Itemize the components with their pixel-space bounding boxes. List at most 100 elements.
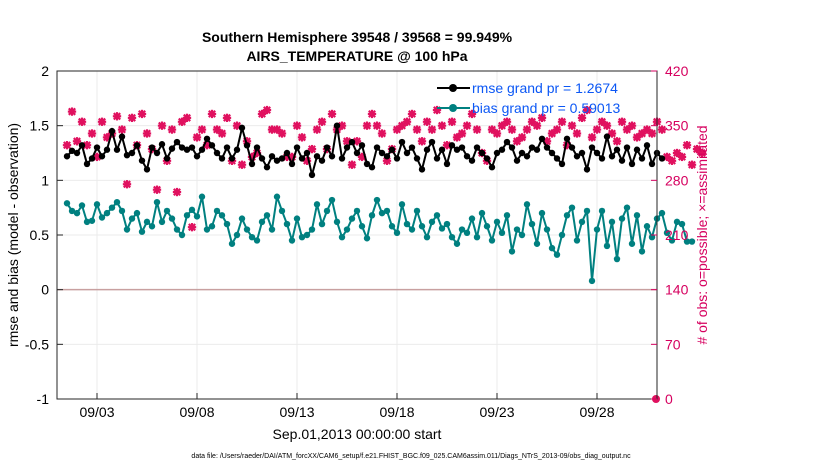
y2-tick-label: 350: [665, 118, 689, 134]
bias-point: [558, 231, 566, 239]
obs-assimilated-marker: [157, 121, 167, 130]
rmse-point: [553, 155, 561, 162]
obs-assimilated-marker: [207, 109, 217, 119]
obs-assimilated-marker: [262, 105, 272, 115]
rmse-point: [288, 160, 296, 168]
obs-assimilated-marker: [152, 185, 162, 194]
rmse-point: [183, 146, 191, 153]
rmse-point: [68, 147, 76, 155]
rmse-point: [618, 157, 626, 164]
legend-rmse-marker: [449, 84, 457, 92]
bias-point: [78, 202, 86, 209]
bias-point: [398, 201, 406, 208]
bias-point: [658, 209, 666, 217]
obs-assimilated-marker: [187, 223, 197, 232]
obs-assimilated-marker: [522, 125, 532, 134]
rmse-point: [438, 146, 446, 153]
rmse-point: [353, 149, 361, 157]
rmse-point: [593, 149, 601, 157]
obs-assimilated-marker: [587, 133, 597, 142]
rmse-point: [373, 144, 381, 151]
obs-assimilated-marker: [537, 113, 547, 123]
bias-point: [458, 226, 466, 233]
rmse-point: [458, 144, 466, 151]
obs-assimilated-marker: [467, 109, 477, 119]
obs-assimilated-marker: [552, 125, 562, 134]
footer-data-file: data file: /Users/raeder/DAI/ATM_forcXX/…: [191, 453, 631, 460]
rmse-point: [478, 149, 486, 157]
bias-point: [323, 207, 331, 215]
bias-point: [343, 226, 351, 233]
bias-point: [228, 240, 236, 247]
rmse-point: [203, 135, 211, 142]
obs-assimilated-marker: [67, 107, 77, 116]
x-tick-label: 09/08: [179, 404, 214, 420]
obs-assimilated-marker: [372, 121, 382, 130]
bias-point: [288, 237, 296, 244]
bias-point: [88, 217, 96, 224]
bias-point: [138, 228, 146, 235]
obs-assimilated-marker: [487, 125, 497, 134]
rmse-point: [133, 142, 141, 149]
obs-assimilated-marker: [407, 109, 417, 119]
obs-assimilated-marker: [367, 109, 377, 119]
legend-bias-label: bias grand pr = 0.59013: [472, 100, 620, 116]
bias-point: [603, 242, 611, 250]
rmse-point: [73, 149, 81, 157]
chart-title-line-2: AIRS_TEMPERATURE @ 100 hPa: [246, 48, 467, 64]
rmse-point: [453, 146, 461, 153]
bias-point: [638, 248, 646, 255]
bias-point: [443, 220, 451, 228]
bias-point: [208, 223, 216, 230]
bias-point: [508, 248, 516, 255]
bias-point: [318, 220, 326, 228]
rmse-point: [313, 153, 321, 160]
obs-assimilated-marker: [557, 117, 567, 126]
rmse-point: [523, 153, 531, 160]
rmse-point: [178, 144, 186, 151]
obs-assimilated-marker: [687, 160, 697, 169]
obs-assimilated-marker: [317, 117, 327, 126]
legend-rmse-label: rmse grand pr = 1.2674: [472, 80, 618, 96]
rmse-point: [228, 155, 236, 162]
rmse-point: [223, 144, 231, 151]
y2-tick-label: 140: [665, 282, 689, 298]
bias-point: [643, 223, 651, 230]
rmse-point: [583, 166, 591, 173]
rmse-point: [598, 155, 606, 162]
bias-point: [243, 226, 251, 233]
bias-point: [463, 229, 471, 237]
rmse-point: [623, 144, 631, 151]
bias-point: [633, 212, 641, 219]
obs-assimilated-marker: [312, 125, 322, 134]
rmse-point: [108, 127, 116, 135]
bias-point: [493, 218, 501, 226]
rmse-point: [613, 146, 621, 153]
x-tick-label: 09/18: [379, 404, 414, 420]
obs-assimilated-marker: [87, 129, 97, 138]
obs-assimilated-marker: [507, 125, 517, 134]
obs-assimilated-marker: [77, 117, 87, 126]
bias-point: [233, 231, 241, 239]
obs-assimilated-marker: [182, 113, 192, 123]
bias-point: [393, 229, 401, 237]
rmse-point: [368, 164, 376, 171]
obs-assimilated-marker: [452, 133, 462, 142]
rmse-point: [173, 138, 181, 146]
rmse-point: [318, 157, 326, 164]
rmse-point: [188, 144, 196, 151]
obs-assimilated-marker: [117, 125, 127, 134]
bias-point: [153, 199, 161, 206]
bias-point: [353, 207, 361, 215]
bias-point: [148, 223, 156, 230]
rmse-point: [628, 160, 636, 168]
bias-point: [528, 220, 536, 228]
bias-point: [403, 220, 411, 228]
bias-point: [513, 226, 521, 233]
bias-point: [533, 240, 541, 247]
rmse-point: [493, 149, 501, 157]
bias-point: [178, 231, 186, 239]
bias-point: [678, 220, 686, 228]
obs-assimilated-marker: [457, 129, 467, 138]
obs-assimilated-marker: [667, 156, 677, 165]
